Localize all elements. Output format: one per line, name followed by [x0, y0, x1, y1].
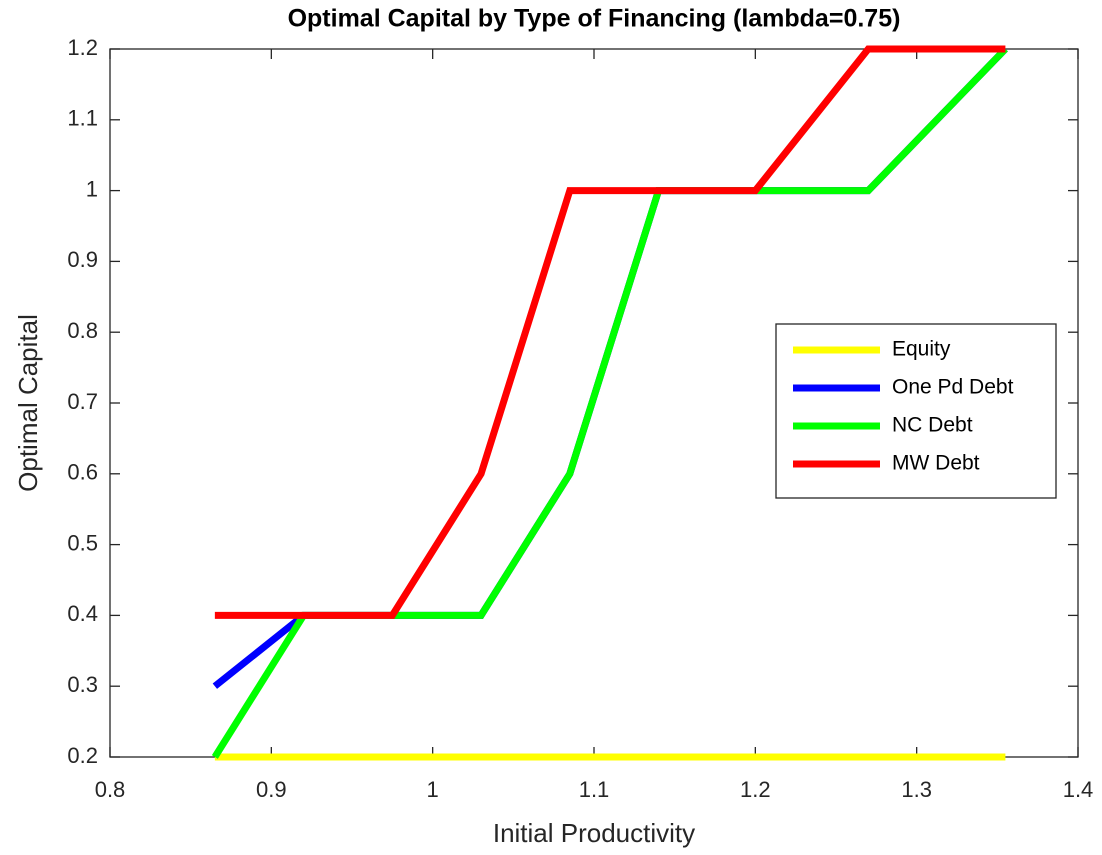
y-tick-label: 0.3 — [67, 672, 98, 697]
y-tick-label: 0.8 — [67, 318, 98, 343]
y-tick-label: 0.9 — [67, 247, 98, 272]
x-tick-label: 1 — [427, 777, 439, 802]
legend-label: NC Debt — [892, 414, 973, 437]
x-tick-label: 0.9 — [256, 777, 287, 802]
y-tick-label: 0.2 — [67, 743, 98, 768]
x-tick-label: 1.3 — [901, 777, 932, 802]
x-tick-label: 1.2 — [740, 777, 771, 802]
y-tick-label: 0.6 — [67, 460, 98, 485]
y-tick-label: 1 — [86, 176, 98, 201]
y-tick-label: 1.1 — [67, 106, 98, 131]
series-line — [214, 45, 1006, 619]
legend-label: MW Debt — [892, 452, 980, 475]
x-tick-label: 1.1 — [579, 777, 610, 802]
y-tick-label: 0.7 — [67, 389, 98, 414]
y-tick-label: 0.4 — [67, 601, 98, 626]
y-axis-label: Optimal Capital — [13, 314, 43, 492]
x-tick-label: 0.8 — [95, 777, 126, 802]
y-tick-label: 1.2 — [67, 35, 98, 60]
y-tick-label: 0.5 — [67, 530, 98, 555]
chart-title: Optimal Capital by Type of Financing (la… — [288, 5, 901, 33]
legend: Equity One Pd Debt NC Debt MW Debt — [775, 323, 1057, 499]
legend-label: One Pd Debt — [892, 376, 1014, 399]
x-axis-label: Initial Productivity — [493, 818, 695, 848]
legend-label: Equity — [892, 338, 951, 361]
x-tick-label: 1.4 — [1063, 777, 1094, 802]
